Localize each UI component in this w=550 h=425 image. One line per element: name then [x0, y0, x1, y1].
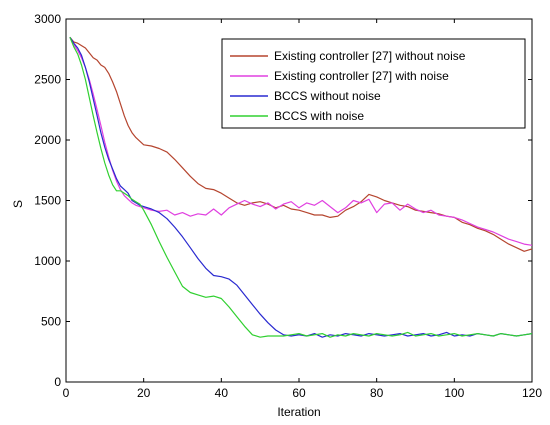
y-tick-label: 2000: [34, 133, 61, 147]
tick-layer: 0 20 40 60 80 100 120 0 500 1000 1500 2000 2500 3000: [34, 12, 542, 400]
y-tick-label: 2500: [34, 73, 61, 87]
legend-label: Existing controller [27] without noise: [274, 49, 466, 63]
legend-label: BCCS without noise: [274, 89, 381, 103]
y-tick-label: 1500: [34, 194, 61, 208]
legend-label: BCCS with noise: [274, 109, 364, 123]
x-tick-label: 60: [292, 386, 306, 400]
x-tick-label: 40: [215, 386, 229, 400]
legend-box: [221, 38, 526, 129]
x-tick-label: 80: [370, 386, 384, 400]
x-tick-label: 20: [137, 386, 151, 400]
legend-label: Existing controller [27] with noise: [274, 69, 449, 83]
x-tick-label: 100: [444, 386, 464, 400]
x-tick-label: 120: [522, 386, 542, 400]
legend: Existing controller [27] without noise Ex…: [221, 38, 526, 129]
y-axis-label: S: [11, 200, 25, 208]
y-tick-label: 3000: [34, 12, 61, 26]
x-axis-label: Iteration: [277, 405, 320, 419]
series-layer: [69, 36, 533, 338]
x-tick-label: 0: [63, 386, 70, 400]
series-line-3: [69, 36, 533, 338]
y-tick-label: 0: [54, 375, 61, 389]
series-line-2: [69, 36, 533, 246]
y-tick-label: 1000: [34, 254, 61, 268]
y-tick-label: 500: [41, 315, 61, 329]
series-line-4: [69, 36, 533, 338]
